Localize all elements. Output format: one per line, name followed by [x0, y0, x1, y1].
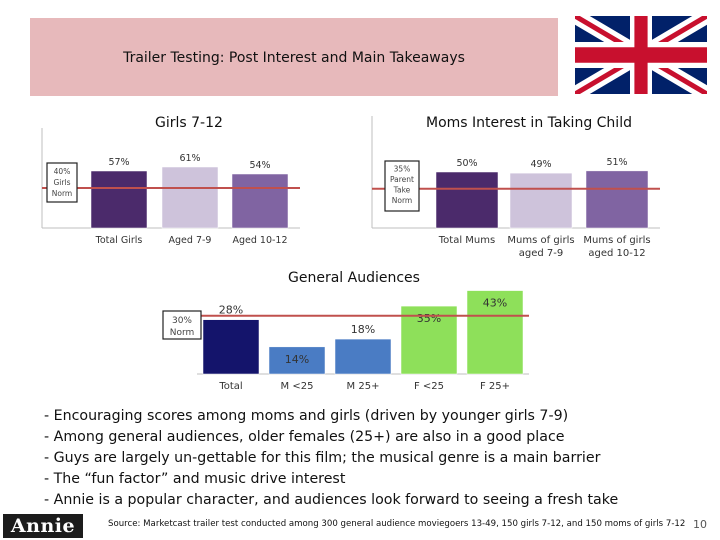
chart-title-moms: Moms Interest in Taking Child	[426, 115, 632, 131]
chart-title-general: General Audiences	[288, 270, 420, 286]
girls-bar	[161, 166, 219, 229]
source-note: Source: Marketcast trailer test conducte…	[108, 519, 686, 529]
general-tick-label: M <25	[281, 381, 314, 392]
girls-tick-label: Aged 7-9	[169, 235, 212, 246]
general-norm-label: 30%	[172, 316, 192, 326]
moms-data-label: 51%	[606, 157, 627, 168]
general-data-label: 35%	[417, 312, 441, 325]
moms-tick-label: Mums of girls	[583, 235, 650, 246]
girls-tick-label: Total Girls	[95, 235, 143, 246]
general-data-label: 28%	[219, 304, 243, 317]
girls-data-label: 54%	[249, 160, 270, 171]
girls-tick-label: Aged 10-12	[232, 235, 287, 246]
general-data-label: 18%	[351, 323, 375, 336]
general-norm-label: Norm	[170, 328, 195, 338]
girls-data-label: 61%	[179, 153, 200, 164]
general-tick-label: M 25+	[347, 381, 380, 392]
girls-norm-label: Norm	[52, 189, 72, 198]
chart-title-girls: Girls 7-12	[155, 115, 223, 131]
general-bar	[268, 346, 326, 375]
moms-tick-label: Mums of girls	[507, 235, 574, 246]
moms-norm-label: 35%	[394, 165, 411, 174]
general-bar	[466, 290, 524, 375]
general-bar	[334, 338, 392, 375]
takeaway-item: - Annie is a popular character, and audi…	[44, 492, 619, 508]
general-data-label: 14%	[285, 353, 309, 366]
annie-logo: Annie	[3, 514, 83, 538]
girls-norm-box	[46, 162, 78, 203]
moms-norm-label: Parent	[390, 175, 414, 184]
general-norm-box	[162, 310, 202, 340]
moms-bar	[509, 172, 573, 229]
moms-norm-box	[384, 160, 420, 212]
page-number: 10	[693, 518, 707, 531]
moms-tick-label: Total Mums	[438, 235, 495, 246]
general-data-label: 43%	[483, 297, 507, 310]
takeaway-item: - Among general audiences, older females…	[44, 429, 565, 445]
general-tick-label: F <25	[414, 381, 444, 392]
moms-tick-label: aged 10-12	[588, 248, 645, 259]
takeaway-item: - The “fun factor” and music drive inter…	[44, 471, 346, 487]
takeaways-list: - Encouraging scores among moms and girl…	[44, 406, 694, 511]
girls-norm-label: 40%	[54, 167, 71, 176]
moms-norm-label: Norm	[392, 196, 412, 205]
moms-tick-label: aged 7-9	[519, 248, 564, 259]
title-banner	[30, 18, 558, 96]
general-bar	[400, 305, 458, 375]
general-tick-label: F 25+	[480, 381, 510, 392]
girls-bar	[90, 170, 148, 229]
moms-bar	[585, 170, 649, 229]
girls-norm-label: Girls	[54, 178, 71, 187]
moms-bar	[435, 171, 499, 229]
general-tick-label: Total	[218, 381, 242, 392]
moms-norm-label: Take	[393, 186, 411, 195]
girls-bar	[231, 173, 289, 229]
moms-data-label: 50%	[456, 158, 477, 169]
page-title: Trailer Testing: Post Interest and Main …	[123, 50, 465, 66]
uk-flag-icon	[575, 16, 707, 94]
girls-data-label: 57%	[108, 157, 129, 168]
takeaway-item: - Encouraging scores among moms and girl…	[44, 408, 569, 424]
takeaway-item: - Guys are largely un-gettable for this …	[44, 450, 601, 466]
moms-data-label: 49%	[530, 159, 551, 170]
general-bar	[202, 319, 260, 375]
